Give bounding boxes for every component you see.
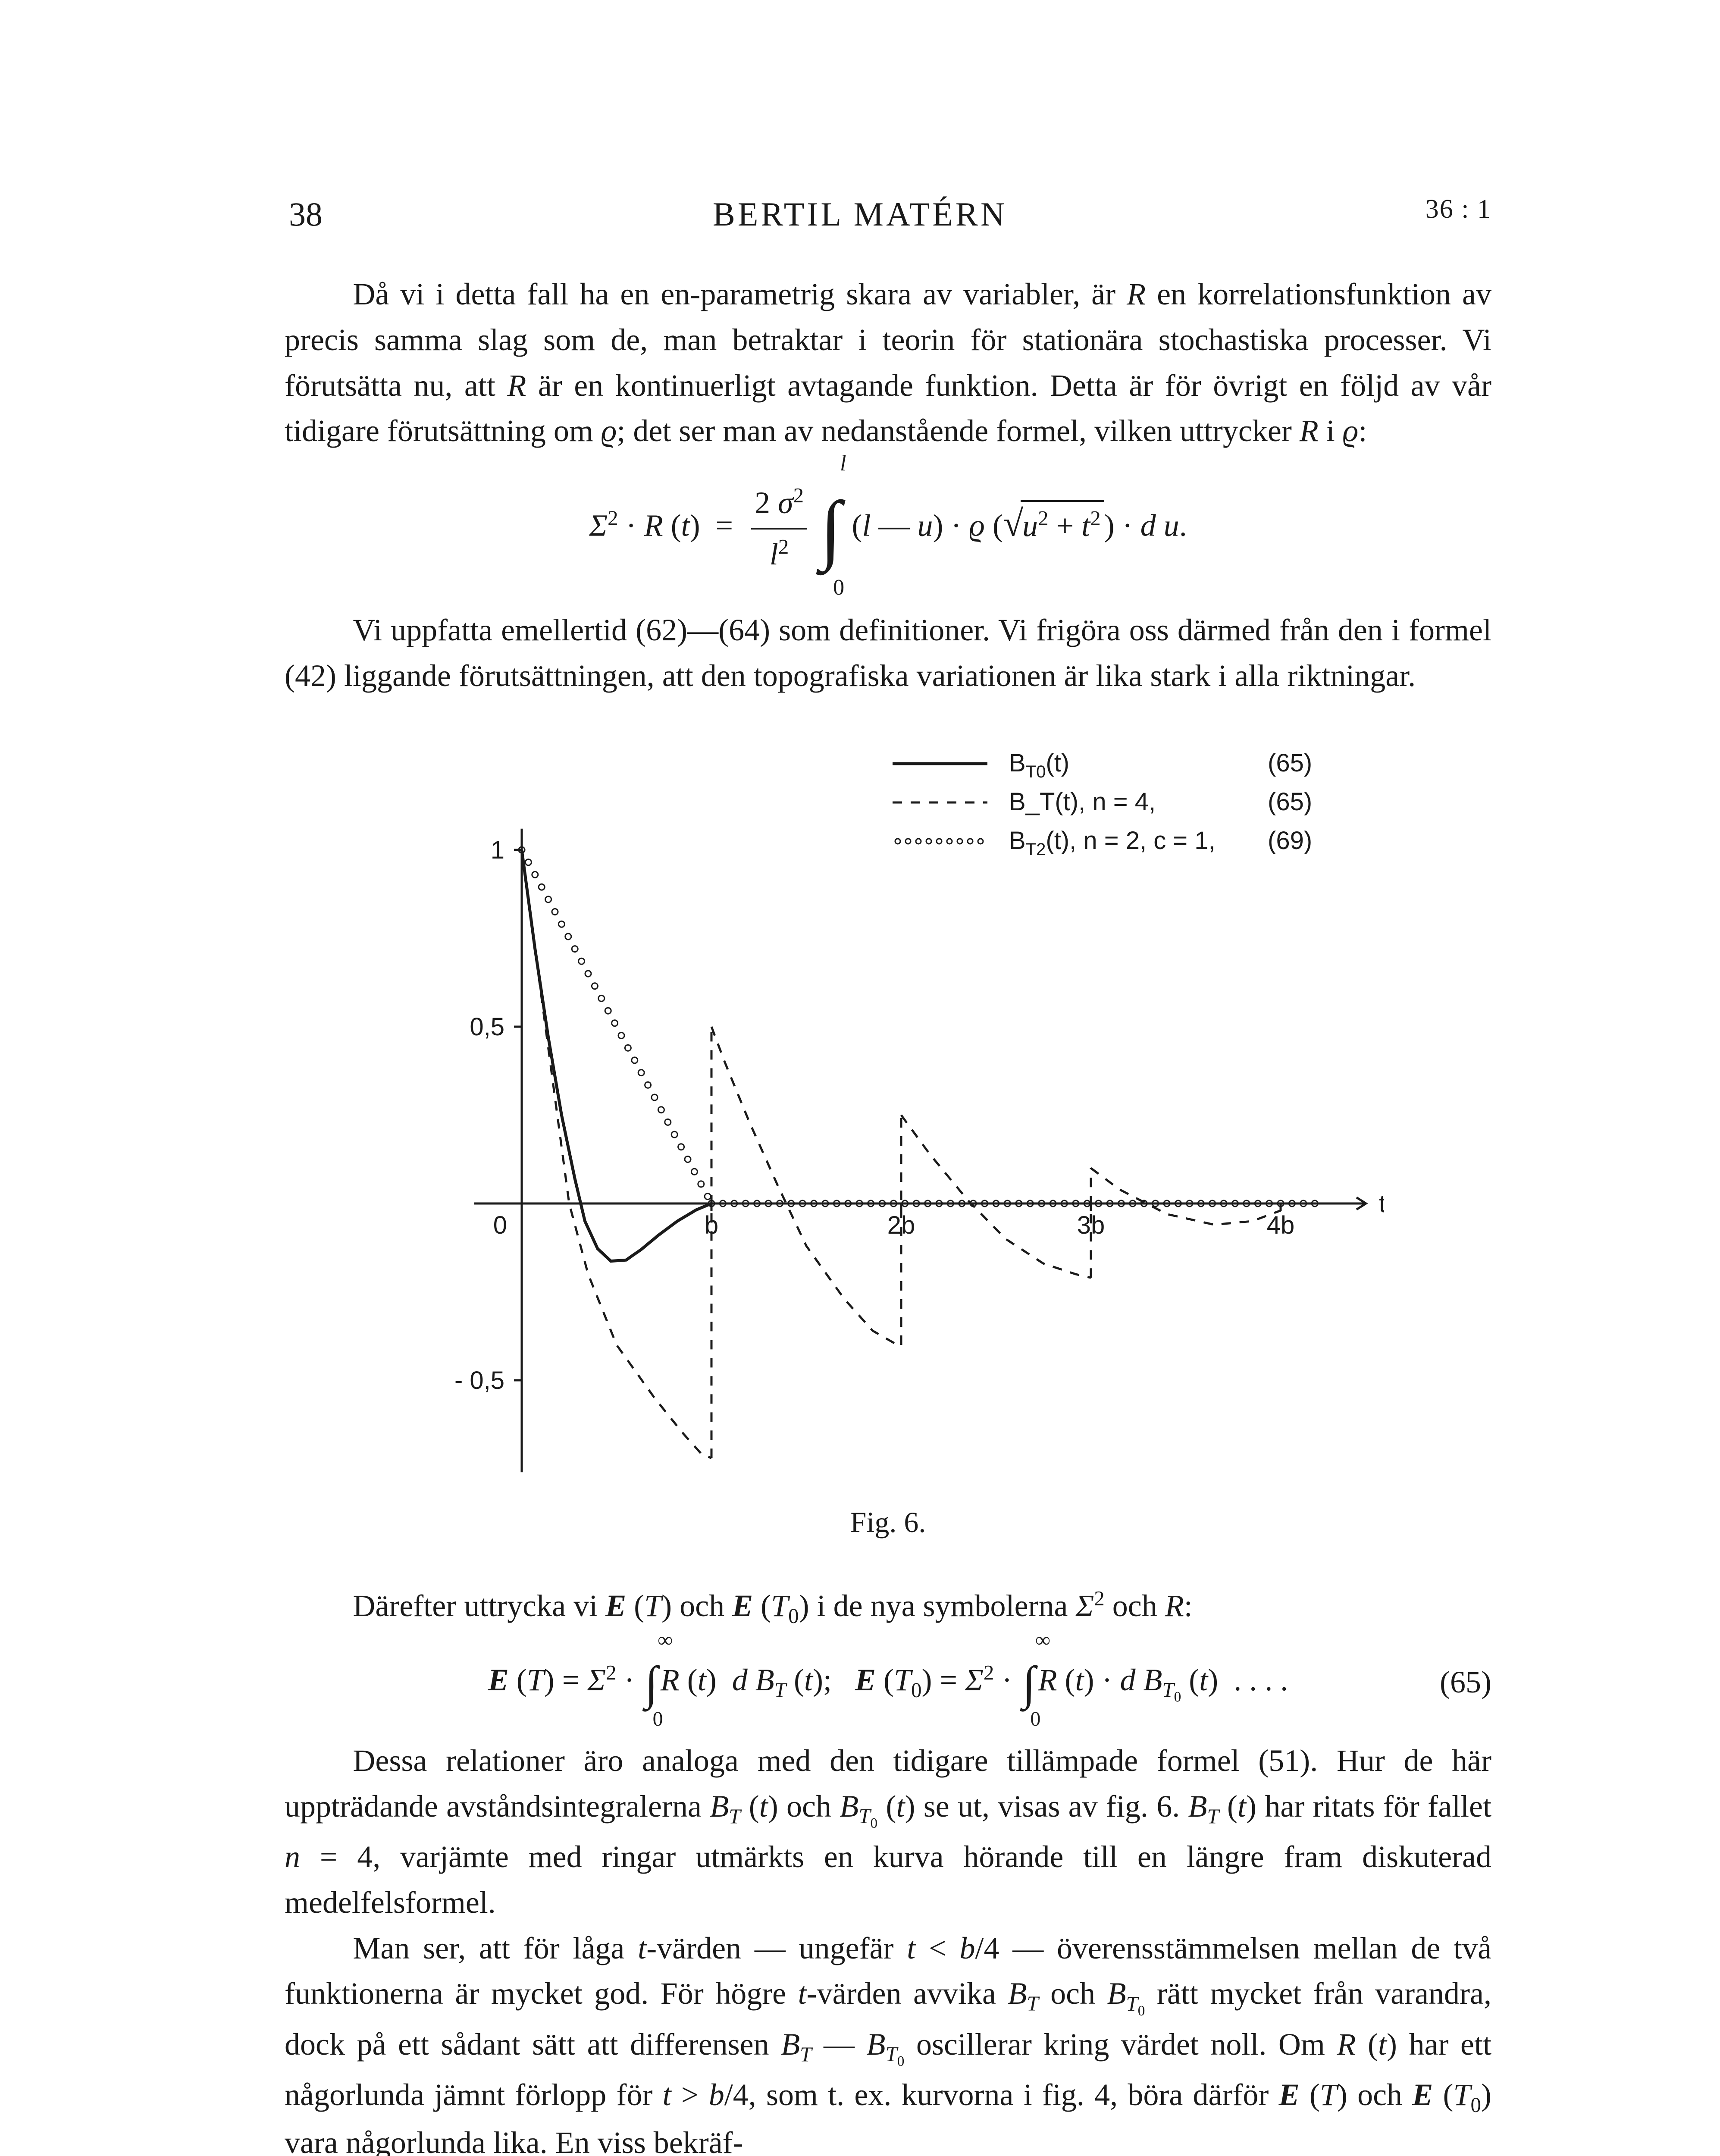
paragraph-4: Dessa relationer äro analoga med den tid… <box>285 1738 1491 1926</box>
volume-number: 36 : 1 <box>1426 190 1491 229</box>
svg-text:BT2(t), n = 2, c = 1,: BT2(t), n = 2, c = 1, <box>1009 827 1216 859</box>
svg-text:B_T(t), n = 4,: B_T(t), n = 4, <box>1009 788 1156 816</box>
figure-6: 10,5- 0,50b2b3b4btBT0(t)(65)B_T(t), n = … <box>392 725 1384 1484</box>
equation-65-number: (65) <box>1440 1660 1491 1705</box>
svg-text:4b: 4b <box>1266 1211 1294 1239</box>
paragraph-3: Därefter uttrycka vi E (T) och E (T0) i … <box>285 1583 1491 1631</box>
equation-65: E (T) = Σ2 · ∫∞0R (t) d BT (t); E (T0) =… <box>285 1657 1491 1708</box>
svg-text:(69): (69) <box>1268 827 1312 855</box>
paragraph-5: Man ser, att för låga t-värden — ungefär… <box>285 1926 1491 2156</box>
svg-text:1: 1 <box>490 836 504 864</box>
svg-text:0,5: 0,5 <box>470 1013 504 1041</box>
svg-text:- 0,5: - 0,5 <box>454 1366 504 1395</box>
paragraph-1: Då vi i detta fall ha en en-parametrig s… <box>285 272 1491 454</box>
svg-text:BT0(t): BT0(t) <box>1009 749 1069 781</box>
paragraph-2: Vi uppfatta emellertid (62)—(64) som def… <box>285 608 1491 699</box>
svg-text:(65): (65) <box>1268 788 1312 816</box>
svg-text:0: 0 <box>493 1211 507 1239</box>
figure-6-svg: 10,5- 0,50b2b3b4btBT0(t)(65)B_T(t), n = … <box>392 725 1384 1484</box>
equation-sigma2R: Σ2 · R (t) = 2 σ2 l2 ∫l0 (l — u) · ϱ (√u… <box>285 480 1491 577</box>
figure-6-caption: Fig. 6. <box>285 1501 1491 1544</box>
svg-text:t: t <box>1379 1190 1384 1218</box>
svg-text:(65): (65) <box>1268 749 1312 777</box>
